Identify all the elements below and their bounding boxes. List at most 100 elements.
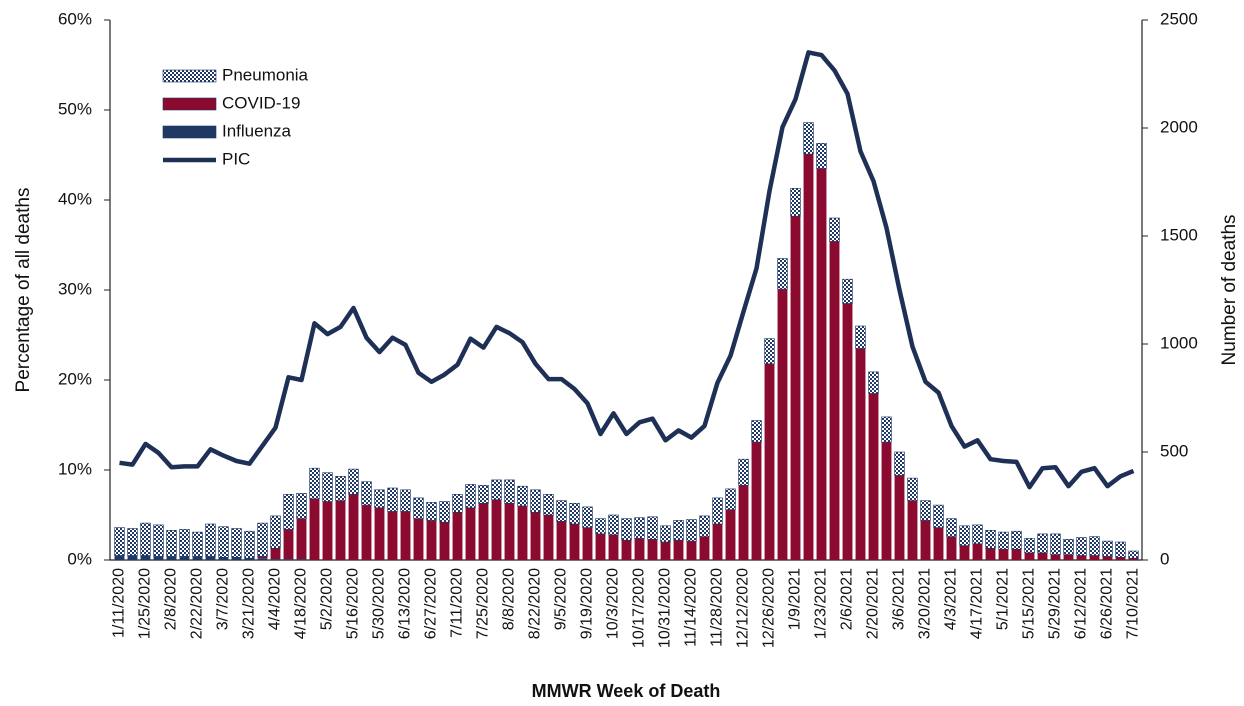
bar-segment: [686, 541, 697, 560]
x-tick-label: 1/11/2020: [111, 568, 128, 638]
bar-segment: [725, 509, 736, 560]
bar-segment: [491, 479, 502, 500]
legend-label: Pneumonia: [222, 65, 309, 84]
bar-segment: [829, 217, 840, 242]
bar-segment: [621, 518, 632, 541]
x-tick-label: 6/13/2020: [397, 568, 414, 639]
bar-segment: [218, 557, 229, 560]
x-tick-label: 6/27/2020: [423, 568, 440, 639]
legend-label: Influenza: [222, 121, 292, 140]
bar-segment: [933, 504, 944, 528]
y2-tick-label: 500: [1160, 441, 1188, 460]
bar-segment: [868, 371, 879, 394]
bar-segment: [712, 524, 723, 560]
bar-segment: [140, 555, 151, 560]
x-tick-label: 7/11/2020: [449, 568, 466, 638]
bar-segment: [699, 536, 710, 560]
bar-segment: [751, 442, 762, 560]
y-tick-label: 20%: [58, 369, 92, 388]
legend-swatch: [162, 125, 217, 139]
legend-label: PIC: [222, 149, 250, 168]
x-tick-label: 1/25/2020: [137, 568, 154, 639]
x-tick-label: 4/17/2021: [969, 568, 986, 639]
bar-segment: [907, 477, 918, 501]
bar-segment: [1076, 555, 1087, 560]
bar-segment: [699, 515, 710, 537]
bar-segment: [920, 520, 931, 560]
bar-segment: [205, 556, 216, 560]
bar-segment: [738, 458, 749, 486]
bar-segment: [582, 506, 593, 528]
bar-segment: [413, 497, 424, 519]
bar-segment: [400, 489, 411, 512]
legend-label: COVID-19: [222, 93, 300, 112]
bar-segment: [842, 303, 853, 560]
bar-segment: [439, 522, 450, 560]
x-tick-label: 2/22/2020: [189, 568, 206, 639]
bar-segment: [257, 522, 268, 557]
bar-segment: [309, 467, 320, 500]
bar-segment: [855, 325, 866, 349]
bar-segment: [296, 559, 307, 560]
bar-segment: [244, 530, 255, 559]
bar-segment: [322, 501, 333, 560]
x-tick-label: 2/8/2020: [163, 568, 180, 630]
bar-segment: [673, 540, 684, 560]
x-tick-label: 3/6/2021: [891, 568, 908, 630]
bar-segment: [517, 485, 528, 507]
bar-segment: [647, 539, 658, 560]
bar-segment: [231, 557, 242, 560]
bar-segment: [348, 468, 359, 495]
x-tick-label: 8/22/2020: [527, 568, 544, 639]
bar-segment: [192, 531, 203, 557]
bar-segment: [1011, 549, 1022, 560]
bar-segment: [829, 241, 840, 560]
bar-segment: [1050, 533, 1061, 555]
bar-segment: [387, 487, 398, 512]
y2-axis-title: Number of deaths: [1219, 214, 1240, 365]
bar-segment: [1024, 538, 1035, 554]
legend-swatch: [162, 97, 217, 111]
bar-segment: [621, 540, 632, 560]
x-tick-label: 1/9/2021: [787, 568, 804, 630]
bar-segment: [153, 556, 164, 560]
bar-segment: [322, 472, 333, 502]
bar-segment: [777, 289, 788, 560]
bar-segment: [335, 500, 346, 560]
bar-segment: [725, 488, 736, 510]
bar-segment: [634, 517, 645, 539]
x-tick-label: 4/4/2020: [267, 568, 284, 630]
bar-segment: [842, 278, 853, 304]
bar-segment: [1128, 550, 1139, 559]
bar-segment: [816, 168, 827, 560]
bar-segment: [465, 484, 476, 509]
bar-segment: [816, 143, 827, 169]
bar-segment: [478, 503, 489, 560]
bar-segment: [907, 500, 918, 560]
x-tick-label: 7/10/2021: [1125, 568, 1142, 639]
bar-segment: [1063, 538, 1074, 555]
bar-segment: [426, 502, 437, 521]
x-tick-label: 3/20/2021: [917, 568, 934, 639]
bar-segment: [153, 524, 164, 557]
bar-segment: [595, 533, 606, 560]
bar-segment: [556, 521, 567, 560]
bar-segment: [387, 511, 398, 560]
bar-segment: [374, 489, 385, 509]
bar-segment: [231, 528, 242, 558]
y-tick-label: 0%: [67, 549, 92, 568]
bar-segment: [790, 216, 801, 560]
x-tick-label: 3/21/2020: [241, 568, 258, 639]
bar-segment: [738, 485, 749, 560]
bar-segment: [660, 542, 671, 560]
bar-segment: [504, 479, 515, 504]
bar-segment: [959, 525, 970, 546]
bar-segment: [634, 538, 645, 560]
line: [119, 50, 1135, 490]
bar-segment: [881, 442, 892, 560]
x-tick-label: 7/25/2020: [475, 568, 492, 639]
x-tick-label: 5/16/2020: [345, 568, 362, 639]
bar-segment: [530, 512, 541, 560]
bar-segment: [608, 534, 619, 560]
bar-segment: [361, 481, 372, 506]
